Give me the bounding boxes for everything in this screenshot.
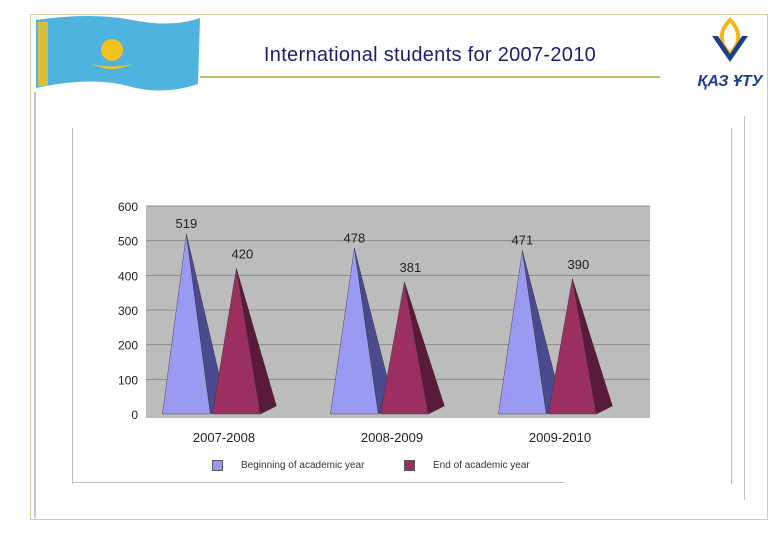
kazakhstan-flag-icon xyxy=(36,16,200,91)
slide-frame xyxy=(30,14,768,520)
y-tick-label: 500 xyxy=(118,235,138,249)
legend-item-end: End of academic year xyxy=(404,460,530,471)
legend-label-end: End of academic year xyxy=(433,460,530,471)
page-title: International students for 2007-2010 xyxy=(263,44,597,66)
right-rule xyxy=(744,116,745,500)
legend-item-beginning: Beginning of academic year xyxy=(212,460,364,471)
bottom-rule xyxy=(72,482,564,483)
data-label: 390 xyxy=(568,257,590,272)
data-label: 478 xyxy=(344,230,366,245)
y-tick-label: 100 xyxy=(118,373,138,387)
y-tick-label: 600 xyxy=(118,200,138,214)
title-underline xyxy=(200,76,660,78)
x-tick-label: 2009-2010 xyxy=(529,430,591,445)
legend-swatch-beginning xyxy=(212,460,223,471)
data-labels: 519 420 478 381 471 390 xyxy=(176,216,590,275)
x-tick-label: 2008-2009 xyxy=(361,430,423,445)
y-tick-label: 0 xyxy=(131,408,138,422)
data-label: 381 xyxy=(400,260,422,275)
bar-end-side xyxy=(572,278,613,415)
bar-end-side xyxy=(236,268,277,415)
kaz-ntu-logo-icon: ҚАЗ ҰТУ xyxy=(697,17,764,90)
chart-bars xyxy=(162,234,613,415)
y-axis-ticks: 0 100 200 300 400 500 600 xyxy=(118,200,138,422)
legend-label-beginning: Beginning of academic year xyxy=(241,460,365,471)
y-tick-label: 300 xyxy=(118,304,138,318)
y-tick-label: 400 xyxy=(118,269,138,283)
x-axis-ticks: 2007-2008 2008-2009 2009-2010 xyxy=(193,430,591,445)
bar-end-side xyxy=(404,281,445,415)
data-label: 519 xyxy=(176,216,198,231)
left-rule xyxy=(34,92,36,518)
legend-swatch-end xyxy=(404,460,415,471)
data-label: 420 xyxy=(232,246,254,261)
data-label: 471 xyxy=(512,233,534,248)
logo-text: ҚАЗ ҰТУ xyxy=(697,73,763,90)
x-tick-label: 2007-2008 xyxy=(193,430,255,445)
y-tick-label: 200 xyxy=(118,339,138,353)
chart-legend: Beginning of academic year End of academ… xyxy=(208,460,568,476)
chart-container xyxy=(72,128,732,484)
